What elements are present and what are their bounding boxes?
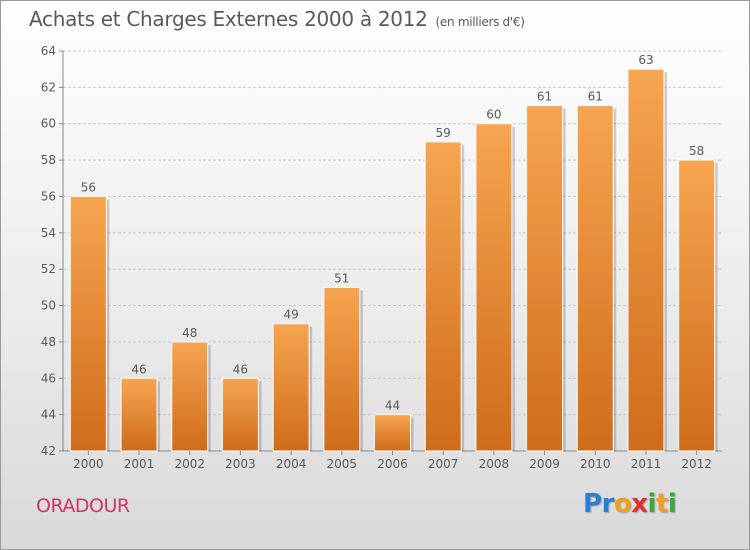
bar-2001 [120,377,158,452]
x-tick-label: 2006 [377,457,408,471]
data-label: 61 [537,90,552,104]
x-tick-label: 2010 [580,457,611,471]
data-label: 49 [283,308,298,322]
y-tick-label: 42 [41,444,56,458]
y-tick-label: 58 [41,153,56,167]
logo-letter: P [583,489,602,519]
data-label: 44 [385,399,400,413]
bar-2004 [272,323,310,452]
logo-letter: t [655,489,668,519]
y-tick-label: 46 [41,371,56,385]
y-tick-label: 54 [41,226,56,240]
x-tick-label: 2009 [529,457,560,471]
x-tick-label: 2008 [479,457,510,471]
proxiti-logo: Proxiti [583,489,677,519]
x-tick-label: 2003 [225,457,256,471]
bar-2005 [323,286,361,452]
chart-title: Achats et Charges Externes 2000 à 2012 (e… [29,7,525,31]
data-label: 46 [131,362,146,376]
y-tick-label: 64 [41,44,56,58]
bar-2000 [69,195,107,452]
logo-letter: i [647,489,657,519]
y-tick-label: 62 [41,80,56,94]
logo-letter: r [601,489,615,519]
x-tick-label: 2002 [174,457,205,471]
bar-2010 [576,105,614,452]
logo-letter: x [631,489,648,519]
bar-2009 [526,105,564,452]
data-label: 61 [588,90,603,104]
data-label: 46 [233,362,248,376]
data-label: 63 [638,53,653,67]
x-tick-label: 2004 [276,457,307,471]
bar-2007 [424,141,462,452]
data-label: 48 [182,326,197,340]
data-label: 58 [689,144,704,158]
x-tick-label: 2000 [73,457,104,471]
y-tick-label: 52 [41,262,56,276]
x-tick-label: 2007 [428,457,459,471]
bar-2011 [627,68,665,452]
title-text: Achats et Charges Externes 2000 à 2012 [29,7,428,31]
data-label: 60 [486,108,501,122]
y-tick-label: 50 [41,299,56,313]
logo-letter: o [613,489,632,519]
bar-2008 [475,123,513,452]
bar-2012 [678,159,716,452]
y-tick-label: 44 [41,408,56,422]
y-tick-label: 48 [41,335,56,349]
bar-2002 [171,341,209,452]
logo-letter: i [667,489,677,519]
data-label: 51 [334,271,349,285]
commune-name: ORADOUR [36,495,130,517]
y-tick-label: 60 [41,117,56,131]
x-tick-label: 2011 [631,457,662,471]
x-tick-label: 2012 [681,457,712,471]
data-label: 56 [81,180,96,194]
data-label: 59 [436,126,451,140]
chart-subtitle: (en milliers d'€) [435,15,525,29]
bar-2003 [221,377,259,452]
x-tick-label: 2005 [327,457,358,471]
bar-2006 [374,414,411,452]
y-tick-label: 56 [41,189,56,203]
x-tick-label: 2001 [124,457,155,471]
